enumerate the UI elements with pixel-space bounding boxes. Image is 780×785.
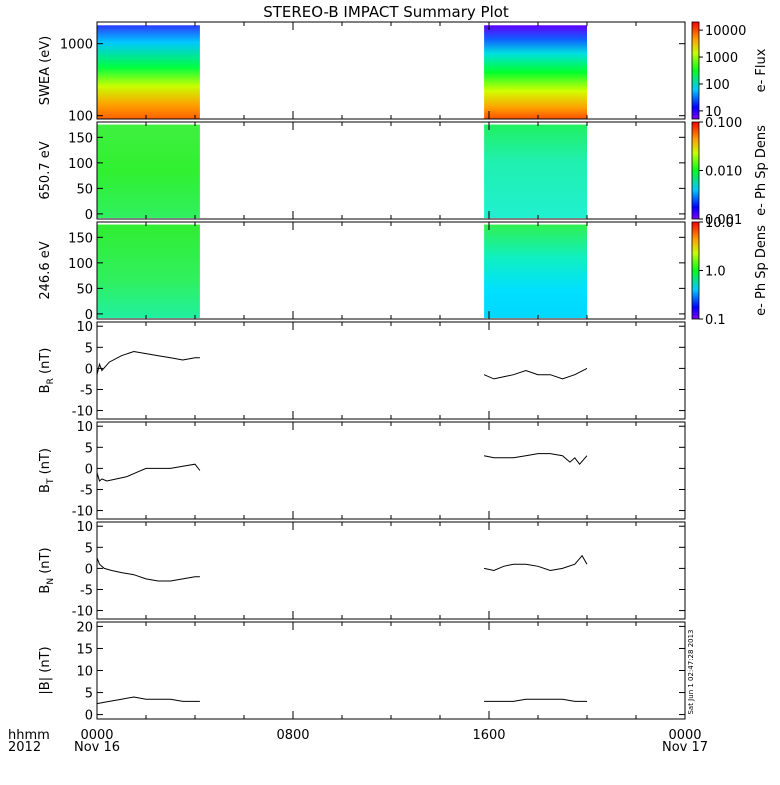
y-tick-label: 100 bbox=[68, 110, 93, 125]
colorbar-tick-label: 0.001 bbox=[705, 213, 742, 228]
spectrogram-block bbox=[97, 25, 200, 120]
panel-frame bbox=[96, 621, 686, 720]
y-tick-label: 10 bbox=[76, 420, 93, 435]
colorbar-label: e- Ph Sp Dens bbox=[754, 125, 769, 216]
y-tick-label: 5 bbox=[85, 541, 93, 556]
panel-6: 10 5 0 -5 -10 BN (nT) bbox=[38, 520, 686, 620]
panel-frame bbox=[96, 421, 686, 520]
date-label: Nov 17 bbox=[662, 740, 708, 755]
series-line bbox=[483, 453, 588, 465]
y-tick-label: -5 bbox=[80, 583, 93, 598]
y-axis-label: BR (nT) bbox=[38, 348, 56, 394]
time-label: 0000 bbox=[80, 728, 113, 743]
colorbar-label: e- Flux bbox=[754, 48, 769, 92]
time-label: 0800 bbox=[276, 728, 309, 743]
colorbar-tick-label: 0.010 bbox=[705, 165, 742, 180]
y-tick-label: 1000 bbox=[60, 38, 93, 53]
colorbar: 10.0 1.0 0.1 e- Ph Sp Dens bbox=[691, 216, 769, 328]
y-tick-label: -5 bbox=[80, 483, 93, 498]
y-tick-label: 0 bbox=[85, 208, 93, 223]
y-tick-label: 150 bbox=[68, 231, 93, 246]
y-tick-label: 5 bbox=[85, 687, 93, 702]
spectrogram-block bbox=[97, 224, 200, 318]
colorbar-tick-label: 0.1 bbox=[705, 313, 726, 328]
plot-title: STEREO-B IMPACT Summary Plot bbox=[263, 3, 509, 21]
colorbar-tick-label: 10 bbox=[705, 105, 722, 120]
panel-frame bbox=[96, 321, 686, 420]
date-label: Nov 16 bbox=[74, 740, 120, 755]
y-tick-label: 10 bbox=[76, 320, 93, 335]
colorbar: 10000 1000 100 10 e- Flux bbox=[691, 21, 769, 120]
y-axis-label: 246.6 eV bbox=[38, 241, 53, 299]
y-tick-label: 20 bbox=[76, 620, 93, 635]
spectrogram-block bbox=[484, 25, 587, 120]
time-label: hhmm bbox=[8, 728, 50, 743]
panel-frame bbox=[96, 521, 686, 620]
time-label: 1600 bbox=[472, 728, 505, 743]
y-tick-label: 0 bbox=[85, 709, 93, 724]
y-tick-label: 50 bbox=[76, 182, 93, 197]
colorbar-tick-label: 1.0 bbox=[705, 265, 726, 280]
panel-5: 10 5 0 -5 -10 BT (nT) bbox=[38, 420, 686, 520]
series-line bbox=[96, 350, 200, 375]
y-tick-label: 100 bbox=[68, 257, 93, 272]
y-axis-label: SWEA (eV) bbox=[38, 36, 53, 105]
y-tick-label: 10 bbox=[76, 665, 93, 680]
y-tick-label: 0 bbox=[85, 462, 93, 477]
y-tick-label: 0 bbox=[85, 362, 93, 377]
colorbar-label: e- Ph Sp Dens bbox=[754, 225, 769, 316]
y-tick-label: 15 bbox=[76, 642, 93, 657]
y-tick-label: 5 bbox=[85, 441, 93, 456]
colorbar-tick-label: 0.100 bbox=[705, 116, 742, 131]
y-axis-label: BN (nT) bbox=[38, 547, 56, 593]
time-axis-labels: hhmm 0000 0800 1600 0000 2012 Nov 16 Nov 17 bbox=[8, 728, 708, 755]
time-stamp: Sat Jun 1 02:47:28 2013 bbox=[687, 629, 695, 714]
spectrogram-block bbox=[97, 124, 200, 218]
panel-3: 150 100 50 0 246.6 eV 10.0 1.0 0.1 e- Ph Sp Dens bbox=[38, 216, 769, 328]
colorbar: 0.100 0.010 0.001 e- Ph Sp Dens bbox=[691, 116, 769, 228]
series-line bbox=[483, 554, 588, 572]
y-tick-label: 150 bbox=[68, 131, 93, 146]
series-line bbox=[96, 696, 200, 705]
panel-2: 150 100 50 0 650.7 eV 0.100 0.010 0.001 e- Ph Sp… bbox=[38, 116, 769, 228]
colorbar-tick-label: 10.0 bbox=[705, 216, 734, 231]
panel-1: 1000 100 SWEA (eV) 10000 1000 100 10 e- Flux bbox=[38, 21, 769, 125]
date-label: 2012 bbox=[8, 740, 41, 755]
series-line bbox=[96, 557, 200, 582]
colorbar-fill bbox=[691, 21, 700, 120]
series-line bbox=[96, 463, 201, 482]
colorbar-fill bbox=[691, 121, 700, 220]
colorbar-tick-label: 10000 bbox=[705, 24, 746, 39]
y-axis-label: 650.7 eV bbox=[38, 141, 53, 199]
y-tick-label: 10 bbox=[76, 520, 93, 535]
y-tick-label: 50 bbox=[76, 282, 93, 297]
colorbar-fill bbox=[691, 221, 700, 320]
y-tick-label: -5 bbox=[80, 383, 93, 398]
time-label: 0000 bbox=[668, 728, 701, 743]
colorbar-tick-label: 100 bbox=[705, 78, 730, 93]
y-tick-label: 0 bbox=[85, 308, 93, 323]
panel-4: 10 5 0 -5 -10 BR (nT) bbox=[38, 320, 686, 420]
y-tick-label: -10 bbox=[72, 605, 93, 620]
spectrogram-block bbox=[484, 124, 587, 218]
colorbar-tick-label: 1000 bbox=[705, 51, 738, 66]
series-line bbox=[483, 367, 588, 380]
y-tick-label: -10 bbox=[72, 505, 93, 520]
y-axis-label: BT (nT) bbox=[38, 448, 56, 493]
y-tick-label: 0 bbox=[85, 562, 93, 577]
series-line bbox=[484, 698, 587, 702]
spectrogram-block bbox=[484, 224, 587, 318]
y-tick-label: 5 bbox=[85, 341, 93, 356]
panel-7: 20 15 10 5 0 |B| (nT) bbox=[38, 620, 686, 724]
y-axis-label: |B| (nT) bbox=[38, 646, 53, 694]
y-tick-label: 100 bbox=[68, 157, 93, 172]
y-tick-label: -10 bbox=[72, 405, 93, 420]
